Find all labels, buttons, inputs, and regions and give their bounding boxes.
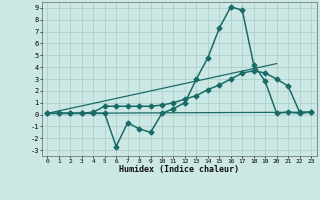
X-axis label: Humidex (Indice chaleur): Humidex (Indice chaleur) <box>119 165 239 174</box>
